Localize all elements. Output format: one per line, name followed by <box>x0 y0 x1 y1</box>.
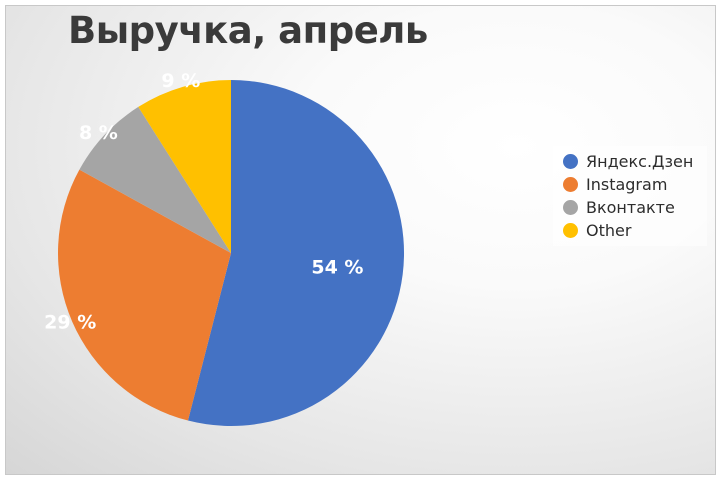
slice-labels: 54 % 29 % 8 % 9 % <box>44 70 363 334</box>
slice-label-2: 29 % <box>44 312 96 334</box>
pie-slice-3 <box>79 106 232 254</box>
pie-slices <box>58 79 405 426</box>
legend-label-3: Вконтакте <box>586 198 675 217</box>
legend-swatch-2 <box>563 177 578 192</box>
chart-title: Выручка, апрель <box>68 9 428 52</box>
legend-swatch-3 <box>563 200 578 215</box>
pie-slice-1 <box>187 79 405 426</box>
chart-area: Выручка, апрель 54 % 29 % 8 % 9 % Яндекс.Дз… <box>5 5 716 475</box>
legend-item-4: Other <box>563 219 693 242</box>
legend-item-3: Вконтакте <box>563 196 693 219</box>
legend-item-1: Яндекс.Дзен <box>563 150 693 173</box>
legend-label-2: Instagram <box>586 175 668 194</box>
legend-swatch-4 <box>563 223 578 238</box>
legend: Яндекс.Дзен Instagram Вконтакте Other <box>553 146 708 246</box>
legend-item-2: Instagram <box>563 173 693 196</box>
slice-label-1: 54 % <box>311 256 363 278</box>
legend-label-4: Other <box>586 221 632 240</box>
slice-label-4: 9 % <box>161 70 200 92</box>
slice-label-3: 8 % <box>79 122 118 144</box>
pie-slice-4 <box>138 80 231 253</box>
pie-slice-2 <box>58 169 232 421</box>
pie-chart: 54 % 29 % 8 % 9 % <box>44 70 405 426</box>
legend-swatch-1 <box>563 154 578 169</box>
legend-label-1: Яндекс.Дзен <box>586 152 694 171</box>
